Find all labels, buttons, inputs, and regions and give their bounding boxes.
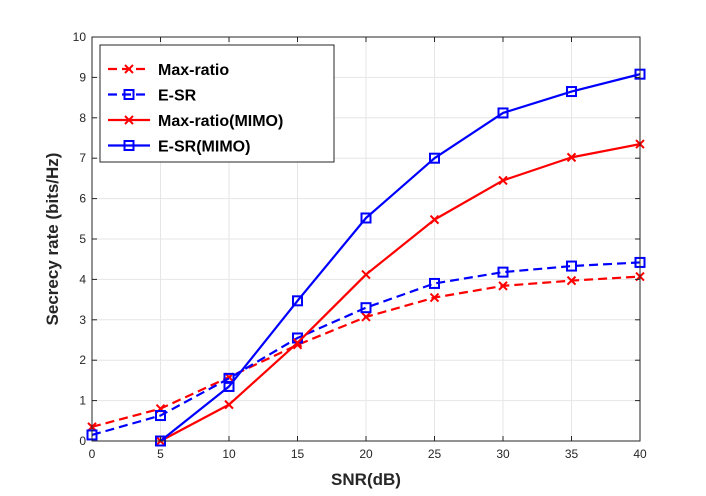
y-tick-label: 9 xyxy=(79,70,86,84)
x-tick-label: 35 xyxy=(565,447,579,461)
y-axis-title: Secrecy rate (bits/Hz) xyxy=(43,153,62,326)
x-tick-label: 20 xyxy=(359,447,373,461)
legend-entry-e-sr-mimo: E-SR(MIMO) xyxy=(108,139,250,156)
series-line-e-sr xyxy=(91,261,641,436)
y-tick-label: 6 xyxy=(79,192,86,206)
x-tick-label: 40 xyxy=(633,447,647,461)
x-tick-label: 10 xyxy=(222,447,236,461)
y-tick-label: 4 xyxy=(79,272,86,286)
legend-marker xyxy=(124,115,134,125)
data-point xyxy=(429,277,440,289)
series-layer xyxy=(86,68,646,447)
data-point xyxy=(224,399,234,410)
y-tick-label: 7 xyxy=(79,151,86,165)
series-e-sr-mimo xyxy=(155,68,646,447)
legend-label: Max-ratio(MIMO) xyxy=(158,113,283,130)
series-line-e-sr-mimo xyxy=(159,73,641,442)
legend-entry-max-ratio: Max-ratio xyxy=(108,62,229,79)
data-point xyxy=(155,410,166,422)
data-point xyxy=(223,380,235,392)
y-tick-label: 0 xyxy=(79,434,86,448)
legend-marker xyxy=(124,64,134,74)
data-point xyxy=(292,295,303,307)
data-point xyxy=(566,260,577,272)
data-point xyxy=(497,107,509,119)
y-tick-label: 5 xyxy=(79,232,86,246)
grid-lines xyxy=(91,36,641,442)
legend-label: E-SR(MIMO) xyxy=(158,139,250,156)
data-point xyxy=(292,338,303,348)
data-point xyxy=(566,86,577,98)
data-point xyxy=(361,312,371,322)
data-point xyxy=(566,275,577,286)
series-max-ratio xyxy=(87,271,645,432)
y-tick-label: 10 xyxy=(73,30,87,44)
y-tick-label: 8 xyxy=(79,111,86,125)
data-point xyxy=(566,152,577,163)
x-tick-label: 5 xyxy=(157,447,164,461)
data-point xyxy=(361,269,371,280)
legend-entry-e-sr: E-SR xyxy=(108,88,197,105)
y-tick-label: 3 xyxy=(79,313,86,327)
data-point xyxy=(497,266,509,278)
legend: Max-ratio E-SR Max-ratio(MIMO) E-SR(MIMO) xyxy=(99,44,335,163)
data-point xyxy=(429,292,440,303)
x-tick-label: 15 xyxy=(291,447,305,461)
data-point xyxy=(498,281,508,291)
legend-label: E-SR xyxy=(158,88,197,105)
data-point xyxy=(429,214,440,225)
legend-marker xyxy=(123,89,135,100)
legend-label: Max-ratio xyxy=(158,62,229,79)
data-point xyxy=(498,175,508,186)
series-line-max-ratio-mimo xyxy=(159,142,641,442)
x-tick-label: 0 xyxy=(89,447,96,461)
y-tick-label: 1 xyxy=(79,394,86,408)
data-point xyxy=(360,302,372,314)
data-point xyxy=(429,152,440,164)
x-axis-title: SNR(dB) xyxy=(331,470,401,489)
legend-entry-max-ratio-mimo: Max-ratio(MIMO) xyxy=(108,113,283,130)
legend-marker xyxy=(123,140,135,151)
axis-ticks: 0 5 10 15 20 25 30 35 40 0 1 2 3 4 5 6 7 8 9 10 xyxy=(73,30,647,461)
x-tick-label: 25 xyxy=(428,447,442,461)
data-point xyxy=(360,212,372,224)
y-tick-label: 2 xyxy=(79,353,86,367)
x-tick-label: 30 xyxy=(496,447,510,461)
legend-box xyxy=(99,44,335,163)
